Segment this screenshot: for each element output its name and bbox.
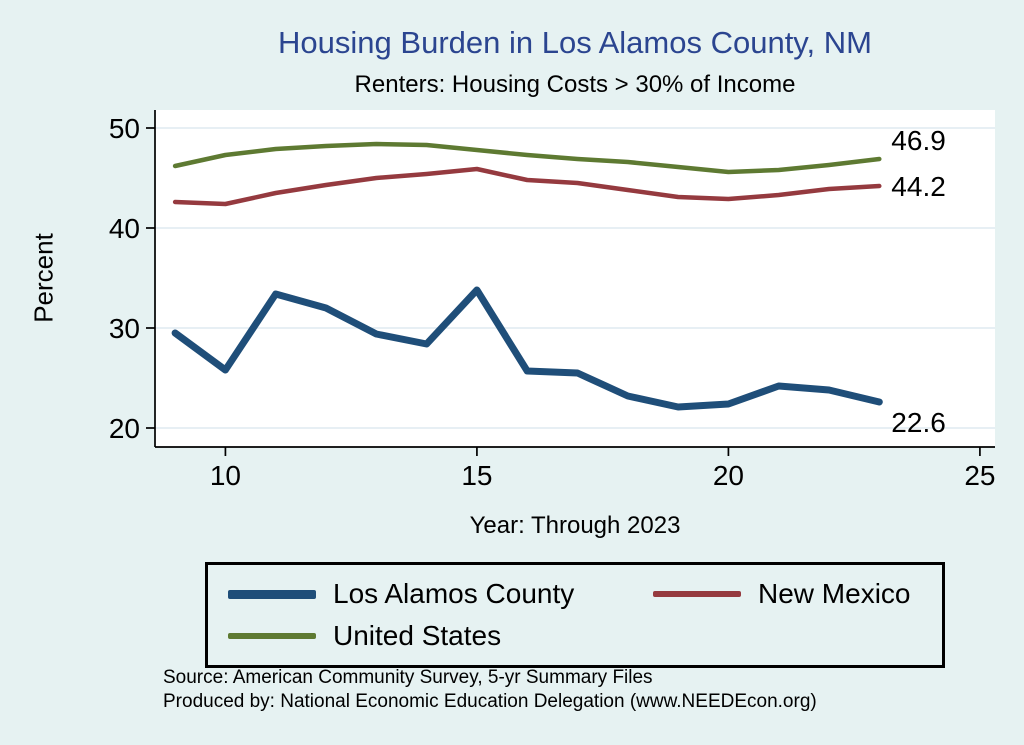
legend-label-los-alamos-county: Los Alamos County [333,578,575,609]
legend-item-new-mexico: New Mexico [653,578,922,610]
x-axis-label: Year: Through 2023 [469,512,681,539]
legend-label-new-mexico: New Mexico [758,578,911,609]
united-states-line [172,141,882,175]
plot-area: 20 30 40 50 10 15 20 25 22.6 44.2 46.9 [109,110,995,490]
source-note: Source: American Community Survey, 5-yr … [163,667,653,688]
x-tick-label: 20 [713,460,744,490]
new-mexico-line [172,166,882,207]
los-alamos-county-line [171,286,883,411]
x-tick-label: 15 [461,460,492,490]
y-tick-label: 20 [109,413,140,444]
legend-item-los-alamos-county: Los Alamos County [228,578,653,610]
los-alamos-county-line-swatch [228,589,316,599]
legend-label-united-states: United States [333,620,502,651]
legend: Los Alamos County New Mexico United Stat… [205,562,945,668]
producer-note: Produced by: National Economic Education… [163,690,817,712]
chart-subtitle: Renters: Housing Costs > 30% of Income [354,71,796,98]
new-mexico-line-swatch [653,591,741,597]
x-tick-label: 10 [210,460,241,490]
united-states-line-swatch [228,633,316,639]
notes: Source: American Community Survey, 5-yr … [163,666,817,714]
united-states-end-label: 46.9 [891,125,946,156]
los-alamos-county-end-label: 22.6 [891,407,946,438]
legend-item-united-states: United States [228,620,653,652]
y-tick-label: 30 [109,313,140,344]
chart-title: Housing Burden in Los Alamos County, NM [278,25,872,60]
y-axis-label: Percent [28,233,59,323]
plot-background [155,110,995,447]
x-tick-label: 25 [964,460,995,490]
new-mexico-end-label: 44.2 [891,171,946,202]
y-tick-label: 50 [109,113,140,144]
y-tick-label: 40 [109,213,140,244]
